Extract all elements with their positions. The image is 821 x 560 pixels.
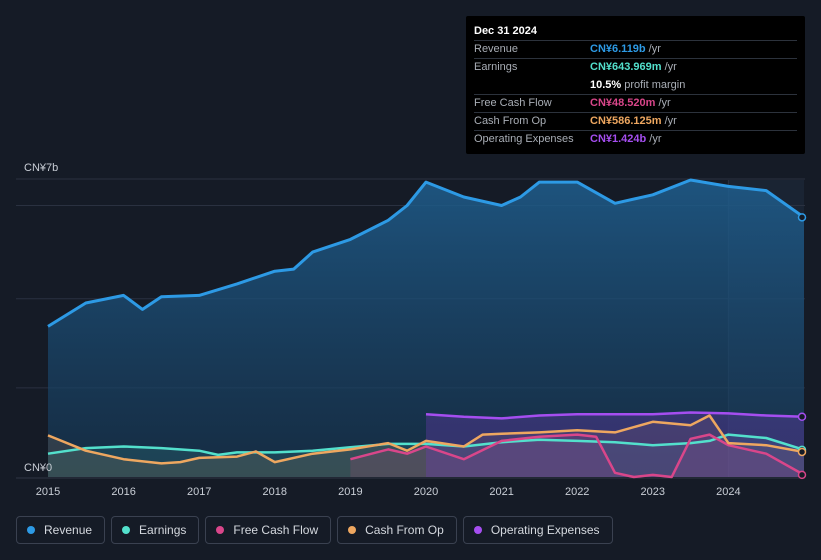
revenue-line (47, 178, 805, 328)
legend-label: Free Cash Flow (233, 523, 319, 537)
tooltip-row-label: Revenue (474, 43, 519, 55)
x-tick-label: 2016 (111, 486, 135, 498)
tooltip-row-unit: /yr (649, 133, 662, 146)
legend-item-free-cash-flow[interactable]: Free Cash Flow (205, 516, 332, 544)
legend-label: Cash From Op (365, 523, 444, 537)
tooltip-row: Free Cash Flow CN¥48.520m/yr (474, 93, 797, 112)
tooltip-row-label: Operating Expenses (474, 133, 574, 146)
tooltip-row: Revenue CN¥6.119b/yr (474, 40, 797, 58)
cash-from-op-line (47, 414, 805, 465)
x-axis: 2015 2016 2017 2018 2019 2020 2021 2022 2023 2024 (36, 486, 741, 498)
tooltip-row-unit: /yr (664, 61, 677, 74)
legend-item-earnings[interactable]: Earnings (111, 516, 200, 544)
legend: Revenue Earnings Free Cash Flow Cash From O… (16, 516, 613, 544)
legend-dot-icon (348, 526, 357, 534)
free-cash-flow-area (350, 434, 804, 477)
free-cash-flow-endpoint (797, 470, 807, 480)
tooltip-row-unit: /yr (658, 96, 671, 109)
legend-item-operating-expenses[interactable]: Operating Expenses (462, 516, 613, 544)
tooltip-row-unit: profit margin (624, 78, 686, 91)
tooltip-row: Cash From Op CN¥586.125m/yr (474, 112, 797, 130)
x-tick-label: 2018 (263, 486, 287, 498)
tooltip-row-label (474, 77, 590, 94)
tooltip-row-label: Earnings (474, 61, 518, 74)
legend-dot-icon (473, 526, 482, 534)
tooltip-row-value: CN¥586.125m (590, 115, 662, 128)
y-tick-label-top: CN¥7b (24, 162, 58, 174)
x-tick-label: 2019 (338, 486, 362, 498)
x-tick-label: 2022 (565, 486, 589, 498)
legend-dot-icon (27, 526, 35, 534)
tooltip-row: Operating Expenses CN¥1.424b/yr (474, 130, 797, 148)
x-tick-label: 2015 (36, 486, 60, 498)
y-tick-label-bottom: CN¥0 (24, 462, 52, 474)
cash-from-op-endpoint (797, 447, 807, 457)
tooltip-row: 10.5% profit margin (474, 77, 797, 94)
x-tick-label: 2021 (489, 486, 513, 498)
tooltip-panel: Dec 31 2024 Revenue CN¥6.119b/yr Earnings C… (466, 16, 805, 154)
earnings-line (47, 433, 805, 457)
legend-item-cash-from-op[interactable]: Cash From Op (337, 516, 457, 544)
tooltip-date: Dec 31 2024 (474, 25, 537, 37)
x-tick-label: 2020 (414, 486, 438, 498)
legend-label: Earnings (139, 523, 187, 537)
earnings-area (48, 434, 804, 477)
legend-item-revenue[interactable]: Revenue (16, 516, 106, 544)
tooltip-row-label: Free Cash Flow (474, 96, 552, 109)
free-cash-flow-line (350, 433, 805, 479)
legend-label: Revenue (44, 523, 93, 537)
tooltip-row-value: 10.5% (590, 78, 622, 91)
operating-expenses-endpoint (797, 412, 807, 422)
series-areas (48, 180, 804, 477)
tooltip-row-value: CN¥6.119b (590, 43, 646, 55)
x-tick-label: 2017 (187, 486, 211, 498)
tooltip-row-value: CN¥1.424b (590, 133, 647, 146)
series-lines (47, 178, 805, 479)
operating-expenses-area (426, 412, 804, 477)
tooltip-row-unit: /yr (664, 115, 677, 128)
legend-label: Operating Expenses (490, 523, 600, 537)
legend-dot-icon (122, 526, 131, 534)
tooltip-row: Earnings CN¥643.969m/yr (474, 58, 797, 76)
tooltip-row-value: CN¥643.969m (590, 61, 662, 74)
x-tick-label: 2023 (641, 486, 665, 498)
operating-expenses-line (425, 411, 805, 420)
tooltip-row-label: Cash From Op (474, 115, 547, 128)
tooltip-row-value: CN¥48.520m (590, 96, 656, 109)
x-tick-label: 2024 (716, 486, 740, 498)
series-endpoints (797, 213, 807, 480)
revenue-area (48, 180, 804, 477)
legend-dot-icon (216, 526, 225, 534)
tooltip-row-unit: /yr (648, 43, 661, 55)
revenue-endpoint (797, 213, 807, 222)
